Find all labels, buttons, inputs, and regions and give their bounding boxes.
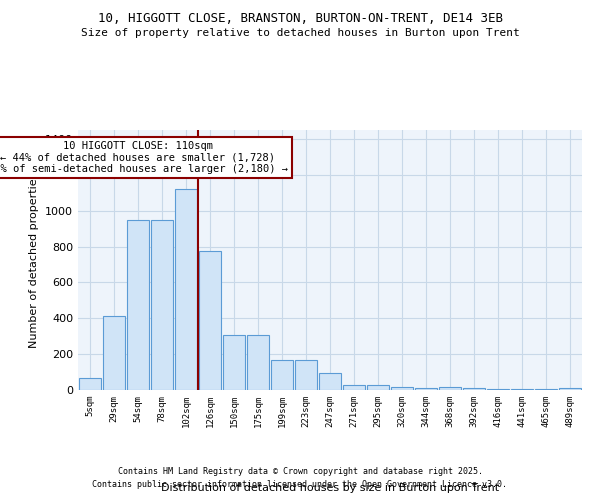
Bar [79, 378, 101, 390]
Bar [127, 220, 149, 390]
Bar [343, 384, 365, 390]
Bar [247, 336, 269, 390]
Bar [391, 388, 413, 390]
Bar [439, 388, 461, 390]
Bar [175, 189, 197, 390]
Bar [367, 384, 389, 390]
X-axis label: Distribution of detached houses by size in Burton upon Trent: Distribution of detached houses by size … [161, 482, 499, 492]
Text: Contains HM Land Registry data © Crown copyright and database right 2025.: Contains HM Land Registry data © Crown c… [118, 467, 482, 476]
Bar [295, 360, 317, 390]
Text: Contains public sector information licensed under the Open Government Licence v3: Contains public sector information licen… [92, 480, 508, 489]
Bar [511, 389, 533, 390]
Bar [559, 388, 581, 390]
Text: 10, HIGGOTT CLOSE, BRANSTON, BURTON-ON-TRENT, DE14 3EB: 10, HIGGOTT CLOSE, BRANSTON, BURTON-ON-T… [97, 12, 503, 26]
Bar [415, 388, 437, 390]
Bar [199, 251, 221, 390]
Bar [463, 388, 485, 390]
Bar [487, 389, 509, 390]
Text: Size of property relative to detached houses in Burton upon Trent: Size of property relative to detached ho… [80, 28, 520, 38]
Bar [103, 316, 125, 390]
Text: 10 HIGGOTT CLOSE: 110sqm
← 44% of detached houses are smaller (1,728)
55% of sem: 10 HIGGOTT CLOSE: 110sqm ← 44% of detach… [0, 141, 288, 174]
Bar [271, 360, 293, 390]
Bar [223, 336, 245, 390]
Bar [151, 220, 173, 390]
Bar [319, 373, 341, 390]
Y-axis label: Number of detached properties: Number of detached properties [29, 172, 40, 348]
Bar [535, 389, 557, 390]
